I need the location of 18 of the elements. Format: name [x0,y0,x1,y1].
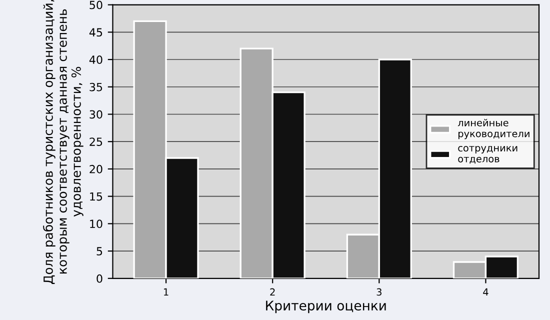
legend-label: сотрудники отделов [458,146,518,164]
y-tick-label: 45 [89,28,102,37]
x-tick-label: 4 [483,288,488,296]
x-tick-label: 3 [376,288,382,296]
x-axis-title: Критерии оценки [266,300,386,314]
y-tick-label: 50 [90,0,102,10]
y-tick-label: 35 [90,82,102,92]
y-tick-label: 20 [90,164,102,174]
y-tick-label: 0 [96,274,102,283]
x-tick-label: 1 [164,288,168,296]
x-tick-label: 2 [270,288,275,296]
y-tick-label: 40 [89,55,102,64]
y-tick-label: 10 [90,220,102,228]
y-axis-title: Доля работников туристских организаций, которым соответствует данная степень удовлетворенности, % [43,0,84,284]
y-tick-label: 5 [96,247,102,256]
y-tick-label: 30 [90,110,102,119]
y-tick-label: 25 [90,138,102,146]
y-tick-label: 15 [90,192,102,201]
